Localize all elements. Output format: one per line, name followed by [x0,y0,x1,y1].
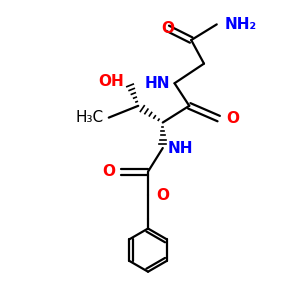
Text: H₃C: H₃C [76,110,104,125]
Text: HN: HN [144,76,170,91]
Text: NH: NH [168,140,193,155]
Text: NH₂: NH₂ [225,17,257,32]
Text: O: O [161,21,174,36]
Text: O: O [156,188,169,202]
Text: O: O [226,111,240,126]
Text: OH: OH [98,74,124,89]
Text: O: O [103,164,116,179]
